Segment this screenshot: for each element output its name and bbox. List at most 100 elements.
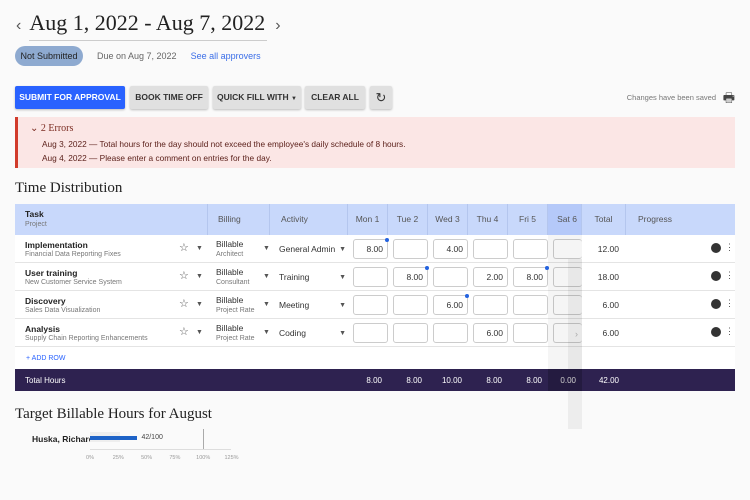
hours-input[interactable]: [553, 295, 582, 315]
add-row-button[interactable]: + ADD ROW: [26, 355, 66, 362]
task-dropdown-icon[interactable]: ▼: [196, 329, 203, 336]
header-day: Mon 1: [348, 204, 388, 235]
hours-input[interactable]: 4.00: [433, 239, 468, 259]
hours-input[interactable]: [513, 323, 548, 343]
remove-row-icon[interactable]: [711, 271, 721, 281]
task-dropdown-icon[interactable]: ▼: [196, 301, 203, 308]
clear-all-button[interactable]: CLEAR ALL: [305, 86, 365, 109]
chevron-down-icon: ⌄: [30, 123, 39, 134]
scroll-shadow: [548, 235, 582, 370]
hours-input[interactable]: [513, 295, 548, 315]
hours-input[interactable]: [353, 295, 388, 315]
project-name: Supply Chain Reporting Enhancements: [25, 335, 148, 342]
billing-type[interactable]: Billable: [216, 239, 244, 249]
remove-row-icon[interactable]: [711, 299, 721, 309]
hours-input[interactable]: 8.00: [393, 266, 429, 287]
refresh-icon[interactable]: ↻: [370, 86, 392, 109]
print-icon[interactable]: 🖶: [722, 90, 735, 105]
billing-dropdown-icon[interactable]: ▼: [263, 245, 270, 252]
activity-select[interactable]: Meeting ▼: [279, 300, 346, 310]
day-total: 8.00: [366, 376, 382, 385]
row-total: 6.00: [602, 328, 619, 338]
errors-toggle[interactable]: ⌄ 2 Errors: [30, 123, 73, 134]
hours-input[interactable]: [553, 239, 582, 259]
activity-select[interactable]: Training ▼: [279, 272, 346, 282]
hours-input[interactable]: 8.00: [353, 238, 389, 259]
book-time-off-button[interactable]: BOOK TIME OFF: [130, 86, 208, 109]
task-name: Implementation: [25, 240, 88, 250]
hours-input[interactable]: [393, 323, 428, 343]
hours-input[interactable]: 6.00: [433, 294, 469, 315]
hours-input[interactable]: [513, 239, 548, 259]
section-title: Time Distribution: [15, 180, 123, 196]
hours-input[interactable]: [393, 239, 428, 259]
remove-row-icon[interactable]: [711, 327, 721, 337]
hours-input[interactable]: 8.00: [513, 266, 549, 287]
see-all-approvers-link[interactable]: See all approvers: [190, 51, 261, 61]
target-line: [203, 429, 204, 449]
submit-for-approval-button[interactable]: SUBMIT FOR APPROVAL: [15, 86, 125, 109]
activity-label: General Admin: [279, 244, 336, 254]
comment-indicator-icon: [465, 294, 469, 298]
favorite-star-icon[interactable]: ☆: [179, 270, 189, 282]
table-row: Analysis Supply Chain Reporting Enhanceme…: [15, 319, 735, 347]
activity-label: Meeting: [279, 300, 310, 310]
hours-input[interactable]: 2.00: [473, 267, 508, 287]
hours-input[interactable]: [473, 295, 508, 315]
target-chart: 42/100 0% 25% 50% 75% 100% 125%: [86, 429, 250, 469]
favorite-star-icon[interactable]: ☆: [179, 326, 189, 338]
x-axis: [90, 449, 231, 450]
favorite-star-icon[interactable]: ☆: [179, 242, 189, 254]
more-options-icon[interactable]: ⋮: [725, 242, 734, 252]
activity-select[interactable]: Coding ▼: [279, 328, 346, 338]
activity-dropdown-icon[interactable]: ▼: [339, 273, 346, 281]
activity-dropdown-icon[interactable]: ▼: [339, 301, 346, 309]
activity-select[interactable]: General Admin ▼: [279, 244, 346, 254]
header-project-label: Project: [25, 221, 47, 228]
hours-input[interactable]: [553, 267, 582, 287]
billing-rate: Project Rate: [216, 335, 255, 342]
header-day: Tue 2: [388, 204, 428, 235]
task-dropdown-icon[interactable]: ▼: [196, 245, 203, 252]
billing-dropdown-icon[interactable]: ▼: [263, 301, 270, 308]
header-total: Total: [582, 204, 626, 235]
activity-dropdown-icon[interactable]: ▼: [339, 329, 346, 337]
error-panel: ⌄ 2 Errors Aug 3, 2022 — Total hours for…: [15, 117, 735, 168]
header-day: Fri 5: [508, 204, 548, 235]
progress-bar: [90, 436, 138, 440]
billing-rate: Consultant: [216, 279, 250, 286]
hours-input[interactable]: [473, 239, 508, 259]
hours-input[interactable]: 6.00: [473, 323, 508, 343]
hours-input[interactable]: [393, 295, 428, 315]
caret-down-icon: ▼: [291, 96, 297, 102]
hours-input[interactable]: [433, 267, 468, 287]
billing-dropdown-icon[interactable]: ▼: [263, 273, 270, 280]
day-total: 8.00: [406, 376, 422, 385]
previous-week-button[interactable]: ‹: [16, 16, 22, 34]
scroll-right-icon[interactable]: ›: [575, 329, 578, 339]
remove-row-icon[interactable]: [711, 243, 721, 253]
table-row: User training New Customer Service System…: [15, 263, 735, 291]
totals-row: Total Hours 8.00 8.00 10.00 8.00 8.00 0.00 42.0…: [15, 369, 735, 391]
billing-type[interactable]: Billable: [216, 323, 244, 333]
more-options-icon[interactable]: ⋮: [725, 298, 734, 308]
more-options-icon[interactable]: ⋮: [725, 326, 734, 336]
horizontal-scrollbar[interactable]: [568, 259, 582, 429]
header-day: Wed 3: [428, 204, 468, 235]
next-week-button[interactable]: ›: [275, 16, 281, 34]
comment-indicator-icon: [425, 266, 429, 270]
activity-dropdown-icon[interactable]: ▼: [339, 245, 346, 253]
billing-dropdown-icon[interactable]: ▼: [263, 329, 270, 336]
task-dropdown-icon[interactable]: ▼: [196, 273, 203, 280]
billing-type[interactable]: Billable: [216, 267, 244, 277]
favorite-star-icon[interactable]: ☆: [179, 298, 189, 310]
hours-input[interactable]: [433, 323, 468, 343]
hours-input[interactable]: [353, 267, 388, 287]
hours-input[interactable]: [553, 323, 582, 343]
more-options-icon[interactable]: ⋮: [725, 270, 734, 280]
billing-type[interactable]: Billable: [216, 295, 244, 305]
quick-fill-button[interactable]: QUICK FILL WITH ▼: [213, 86, 301, 109]
hours-input[interactable]: [353, 323, 388, 343]
comment-indicator-icon: [385, 238, 389, 242]
activity-label: Coding: [279, 328, 306, 338]
